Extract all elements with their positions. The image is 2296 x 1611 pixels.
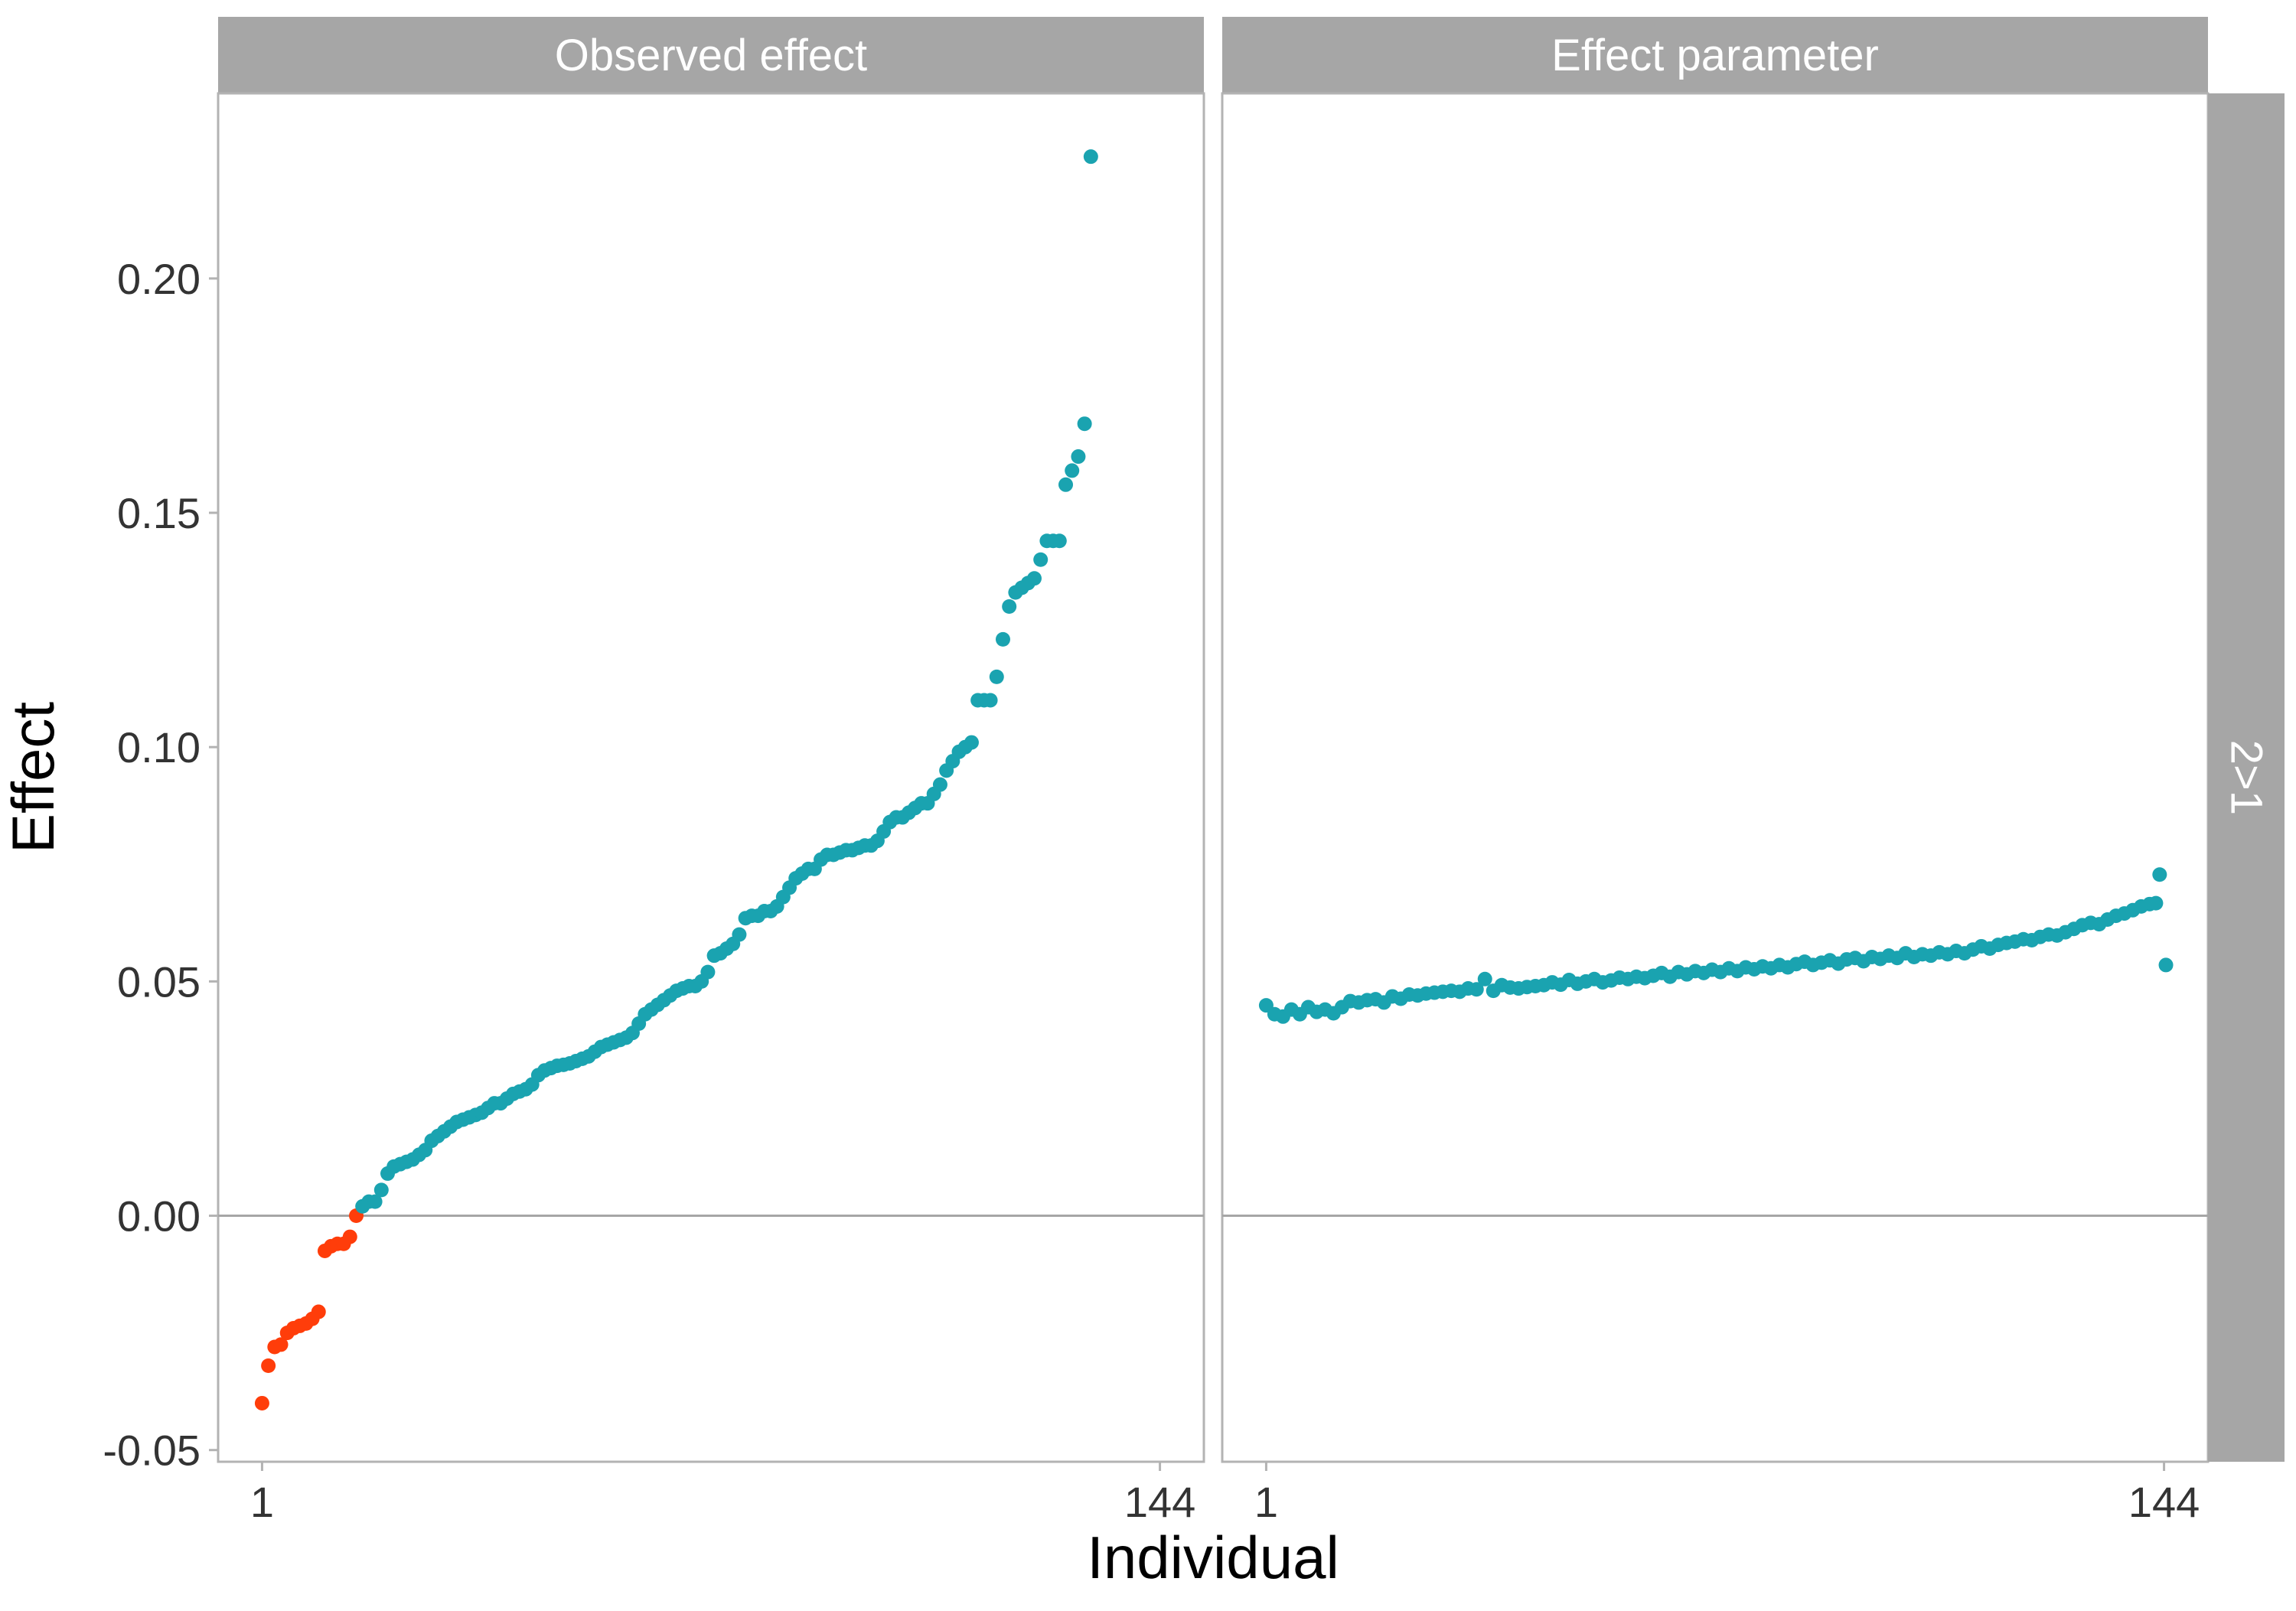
- data-point: [1071, 449, 1086, 465]
- data-point: [2148, 895, 2164, 911]
- y-axis: -0.05 0.00 0.05 0.10 0.15 0.20: [103, 255, 218, 1475]
- data-point: [1469, 982, 1484, 997]
- row-strip-label: 2>1: [2222, 740, 2272, 815]
- data-point: [995, 631, 1010, 647]
- data-point: [700, 964, 716, 980]
- panel-strip-label: Observed effect: [555, 31, 867, 80]
- panels-layer: Observed effect 1 144 Effect parameter 1 144: [217, 17, 2210, 1526]
- y-tick-label: 0.00: [117, 1192, 201, 1241]
- series-positive: [355, 149, 1098, 1214]
- data-point: [261, 1358, 276, 1373]
- y-tick-label: 0.05: [117, 957, 201, 1006]
- y-tick-label: 0.10: [117, 723, 201, 771]
- y-tick-label: 0.20: [117, 255, 201, 303]
- panel-1: Observed effect 1 144: [217, 17, 1205, 1526]
- data-point: [311, 1304, 326, 1319]
- data-point: [2152, 867, 2167, 882]
- data-point: [1083, 149, 1098, 165]
- data-point: [932, 777, 947, 792]
- row-strip: 2>1: [2208, 93, 2285, 1462]
- x-tick-label: 144: [2128, 1478, 2200, 1526]
- panel-border: [1221, 92, 2210, 1463]
- data-point: [989, 669, 1004, 684]
- data-point: [367, 1194, 383, 1209]
- data-point: [342, 1229, 357, 1244]
- panel-2: Effect parameter 1 144: [1221, 17, 2210, 1526]
- data-point: [1058, 477, 1074, 492]
- data-point: [1033, 552, 1049, 567]
- x-tick-label: 1: [1254, 1478, 1278, 1526]
- x-tick-label: 144: [1124, 1478, 1195, 1526]
- data-point: [1077, 416, 1092, 432]
- data-point: [732, 927, 747, 942]
- data-point: [964, 735, 979, 750]
- data-point: [1052, 533, 1067, 549]
- data-point: [254, 1395, 269, 1410]
- panel-strip-label: Effect parameter: [1551, 31, 1879, 80]
- data-point: [983, 693, 998, 708]
- y-axis-title: Effect: [0, 702, 67, 853]
- y-tick-label: -0.05: [103, 1427, 201, 1475]
- panel-border: [217, 92, 1205, 1463]
- panel-strip: [1222, 17, 2208, 93]
- data-point: [273, 1337, 289, 1352]
- y-tick-label: 0.15: [117, 489, 201, 537]
- x-axis-title: Individual: [1087, 1524, 1339, 1591]
- data-point: [1026, 571, 1042, 586]
- data-point: [1477, 971, 1492, 986]
- row-strip-background: [2208, 93, 2285, 1462]
- series-negative: [254, 1208, 364, 1410]
- data-point: [1002, 599, 1017, 614]
- x-tick-label: 1: [250, 1478, 274, 1526]
- panel-strip: [218, 17, 1204, 93]
- data-point: [2158, 957, 2174, 973]
- data-point: [1065, 463, 1080, 478]
- data-point: [373, 1182, 389, 1198]
- series-positive: [1258, 867, 2174, 1024]
